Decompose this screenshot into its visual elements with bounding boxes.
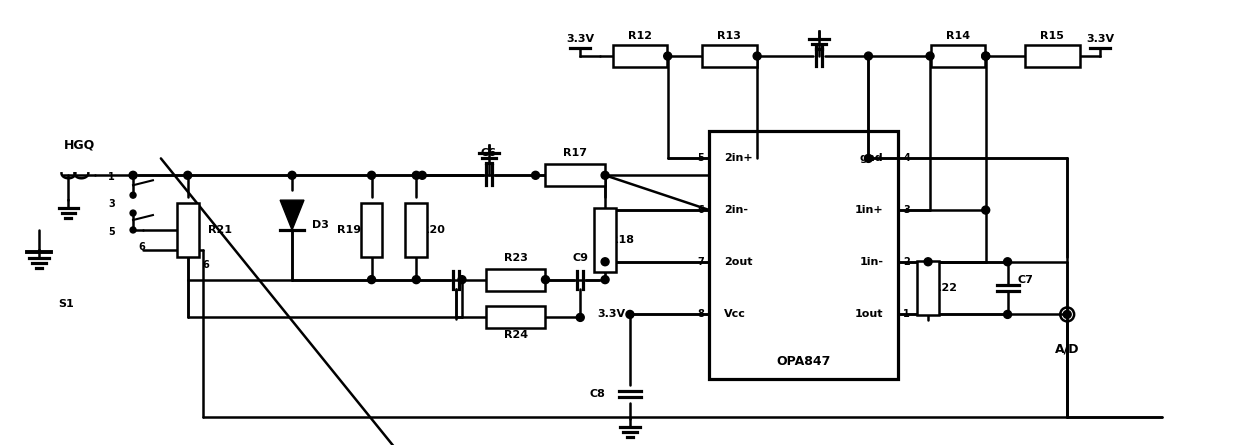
Text: R13: R13 — [718, 31, 742, 41]
Text: HGQ: HGQ — [63, 139, 94, 152]
Text: R17: R17 — [563, 149, 588, 158]
Circle shape — [753, 52, 761, 60]
Circle shape — [413, 276, 420, 284]
Circle shape — [184, 171, 192, 179]
Text: C7: C7 — [1018, 275, 1033, 285]
Bar — [702, 45, 756, 67]
Text: R22: R22 — [932, 283, 957, 293]
Text: gnd: gnd — [859, 153, 883, 163]
Circle shape — [130, 210, 136, 216]
Text: 3: 3 — [903, 205, 910, 215]
Text: R21: R21 — [207, 225, 232, 235]
Bar — [1025, 45, 1080, 67]
Circle shape — [1003, 258, 1012, 266]
Text: 6: 6 — [698, 205, 704, 215]
Text: 1in-: 1in- — [859, 257, 883, 267]
Text: R18: R18 — [610, 235, 634, 245]
Circle shape — [926, 52, 934, 60]
Text: R23: R23 — [503, 253, 527, 263]
Circle shape — [601, 258, 609, 266]
Circle shape — [982, 52, 990, 60]
Circle shape — [130, 172, 136, 178]
Circle shape — [458, 276, 466, 284]
Text: OPA847: OPA847 — [776, 355, 831, 368]
Text: S1: S1 — [58, 300, 74, 310]
Circle shape — [601, 171, 609, 179]
Text: 3: 3 — [108, 199, 115, 209]
Circle shape — [532, 171, 539, 179]
Text: 5: 5 — [108, 227, 115, 237]
Circle shape — [864, 52, 873, 60]
Text: R12: R12 — [627, 31, 652, 41]
Text: 6: 6 — [138, 242, 145, 252]
Text: 3.3V: 3.3V — [567, 34, 594, 44]
Bar — [177, 202, 198, 257]
Text: C6: C6 — [481, 149, 497, 158]
Text: 6: 6 — [202, 260, 210, 270]
Text: 3.3V: 3.3V — [596, 310, 625, 319]
Text: 8: 8 — [698, 310, 704, 319]
Circle shape — [982, 206, 990, 214]
Bar — [486, 268, 546, 291]
Circle shape — [130, 192, 136, 198]
Text: R24: R24 — [503, 330, 528, 340]
Circle shape — [864, 154, 873, 162]
Text: 2in-: 2in- — [724, 205, 749, 215]
Bar — [613, 45, 667, 67]
Circle shape — [418, 171, 427, 179]
Text: 2in+: 2in+ — [724, 153, 753, 163]
Bar — [709, 131, 898, 379]
Text: C8: C8 — [589, 389, 605, 399]
Text: C9: C9 — [572, 253, 588, 263]
Circle shape — [982, 52, 990, 60]
Circle shape — [413, 171, 420, 179]
Text: 5: 5 — [698, 153, 704, 163]
Circle shape — [663, 52, 672, 60]
Circle shape — [288, 171, 296, 179]
Text: 7: 7 — [698, 257, 704, 267]
Circle shape — [542, 276, 549, 284]
Bar — [405, 202, 428, 257]
Circle shape — [367, 171, 376, 179]
Text: R14: R14 — [946, 31, 970, 41]
Text: R15: R15 — [1040, 31, 1064, 41]
Circle shape — [626, 310, 634, 318]
Circle shape — [1063, 310, 1071, 318]
Circle shape — [601, 276, 609, 284]
Text: 4: 4 — [903, 153, 910, 163]
Circle shape — [924, 258, 932, 266]
Text: 1: 1 — [903, 310, 910, 319]
Text: A/D: A/D — [1055, 342, 1080, 355]
Text: D3: D3 — [312, 220, 329, 230]
Bar — [361, 202, 382, 257]
Text: 3.3V: 3.3V — [1086, 34, 1114, 44]
Text: 2out: 2out — [724, 257, 753, 267]
Text: 1in+: 1in+ — [854, 205, 883, 215]
Text: 1out: 1out — [854, 310, 883, 319]
Circle shape — [1003, 310, 1012, 318]
Circle shape — [130, 227, 136, 233]
Circle shape — [367, 276, 376, 284]
Bar — [546, 165, 605, 186]
Text: 1: 1 — [108, 172, 115, 182]
Text: 2: 2 — [903, 257, 910, 267]
Text: R19: R19 — [337, 225, 361, 235]
Bar — [918, 261, 939, 315]
Circle shape — [129, 171, 138, 179]
Circle shape — [577, 314, 584, 322]
Bar — [930, 45, 986, 67]
Bar — [486, 306, 546, 328]
Bar — [594, 207, 616, 272]
Text: R20: R20 — [422, 225, 445, 235]
Text: Vcc: Vcc — [724, 310, 746, 319]
Polygon shape — [280, 200, 304, 230]
